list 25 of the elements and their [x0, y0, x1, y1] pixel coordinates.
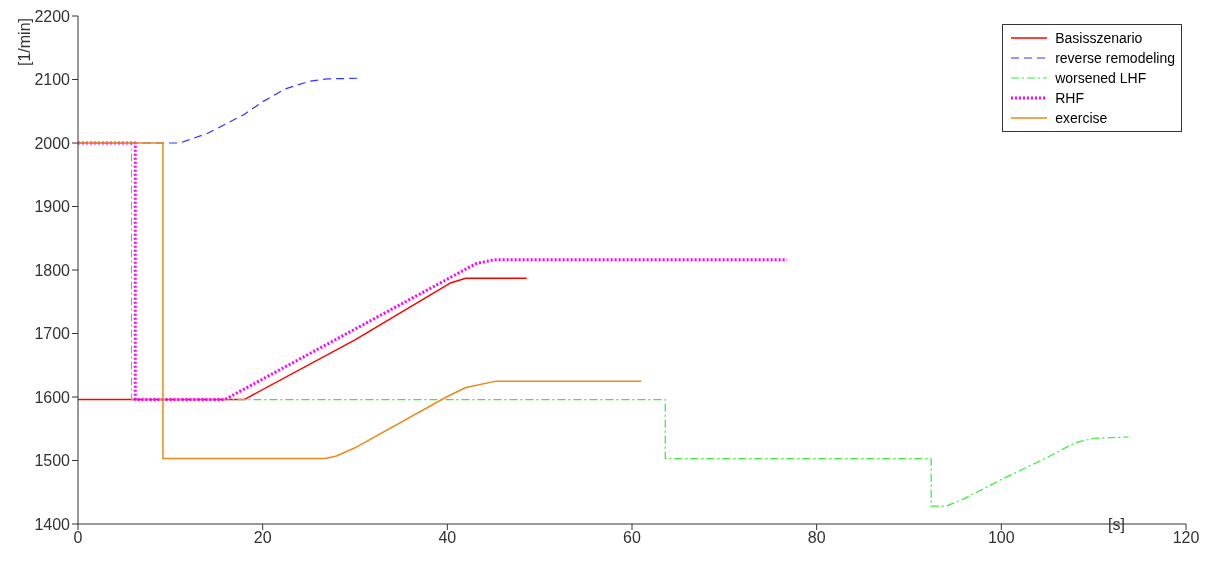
y-tick-label: 1400 — [34, 515, 71, 533]
y-tick-label: 2000 — [34, 134, 71, 152]
y-tick-label: 1700 — [34, 325, 71, 343]
legend-label: reverse remodeling — [1055, 50, 1175, 66]
line-series — [78, 142, 642, 460]
x-tick-label: 20 — [253, 529, 272, 547]
x-tick-label: 100 — [987, 529, 1015, 547]
y-tick-label: 1500 — [34, 452, 71, 470]
y-axis-title: [1/min] — [16, 18, 34, 67]
legend-label: exercise — [1055, 110, 1108, 126]
x-tick-label: 0 — [73, 529, 83, 547]
x-tick-label: 120 — [1172, 529, 1200, 547]
x-tick-label: 60 — [623, 529, 641, 547]
y-tick-label: 2100 — [34, 71, 71, 89]
y-tick-label: 1900 — [34, 198, 71, 216]
x-tick-label: 40 — [438, 529, 457, 547]
y-tick-label: 2200 — [34, 7, 71, 25]
legend-label: RHF — [1055, 90, 1084, 106]
legend-label: worsened LHF — [1055, 70, 1147, 86]
y-tick-label: 1800 — [34, 261, 71, 279]
y-tick-label: 1600 — [34, 388, 71, 406]
x-tick-label: 80 — [807, 529, 826, 547]
legend-label: Basisszenario — [1055, 30, 1143, 46]
line-series — [78, 277, 528, 401]
x-axis-title: [s] — [1108, 516, 1125, 534]
